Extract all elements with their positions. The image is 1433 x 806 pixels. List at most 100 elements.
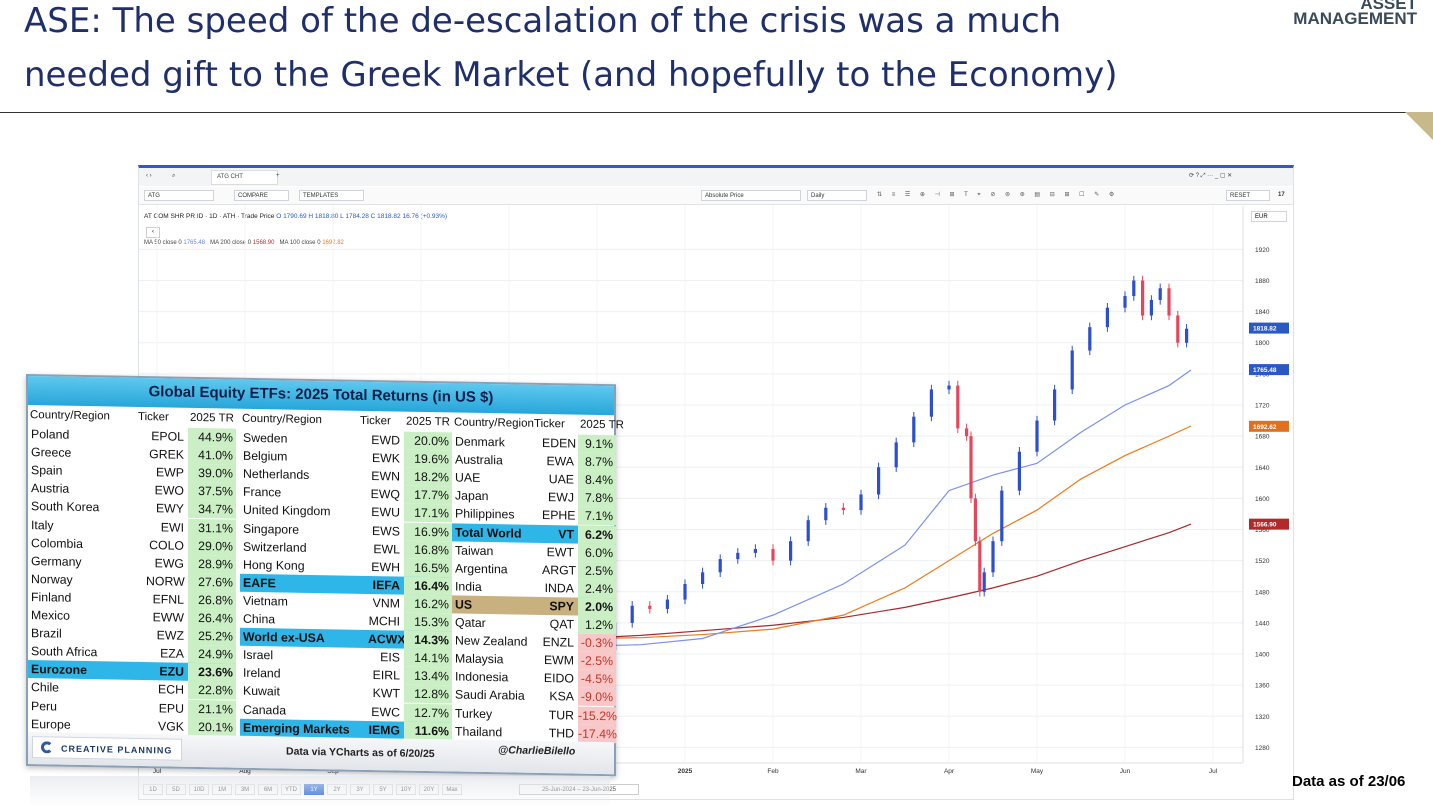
ticker-cell: EWI [160,519,184,535]
region-cell: Australia [455,452,503,468]
y-tick-label: 1920 [1255,247,1270,254]
price-candle [978,541,982,592]
nav-back-icon[interactable]: ‹ › [146,173,152,179]
column-header-ticker: Ticker [138,410,169,424]
region-cell: Germany [31,553,82,569]
ticker-cell: EDEN [542,436,577,451]
ticker-cell: EWS [371,523,400,539]
symbol-input[interactable]: ATG [144,190,214,201]
region-cell: Malaysia [455,651,504,667]
ticker-cell: ACWX [368,632,406,647]
creative-planning-mark-icon [41,741,53,754]
region-cell: Singapore [243,521,300,537]
price-candle [1017,451,1021,491]
quote-values: O 1790.69 H 1818.80 L 1784.28 C 1818.82 … [276,213,448,220]
region-cell: Belgium [243,448,288,464]
quote-symbol: AT COM SHR PR ID · 1D · ATH · Trade Pric… [144,213,275,220]
region-cell: Brazil [31,626,62,641]
return-cell: 44.9% [188,427,236,447]
ticker-cell: VT [558,526,574,542]
price-candle [1088,327,1092,351]
ticker-cell: EWM [543,653,574,668]
tab-chart[interactable]: ATG CHT [211,170,278,185]
x-tick-label: Mar [855,768,867,775]
data-as-of-note: Data as of 23/06 [1292,773,1406,790]
ticker-cell: EWO [154,483,184,499]
ma200-line [579,523,1192,640]
column-header-ticker: Ticker [534,417,565,431]
x-tick-label: 2025 [678,768,693,775]
return-cell: 7.1% [578,507,616,526]
last-value-label: 1692.62 [1253,424,1277,431]
return-cell: 16.9% [404,522,452,541]
y-tick-label: 1600 [1255,496,1270,503]
region-cell: Italy [31,517,54,532]
search-icon[interactable]: ⌕ [172,173,176,179]
return-cell: -2.5% [578,651,616,671]
ticker-cell: EIDO [543,671,574,686]
drawing-tools-icons[interactable]: ⇅ ≡ ☰ ⊕ ⊣ ⊞ T ⌖ ⊘ ⊚ ⊛ ▤ ⊟ ⊞ ☐ ✎ ⚙ [877,192,1119,198]
templates-button[interactable]: TEMPLATES [299,190,364,201]
region-cell: Total World [455,524,522,541]
window-controls-icon[interactable]: ⟳ ? ⤢ ··· _ ▢ ✕ [1189,173,1233,179]
x-tick-label: Feb [767,768,779,775]
last-value-label: 1566.90 [1253,522,1277,529]
return-cell: 18.2% [404,467,452,487]
return-cell: 16.4% [404,576,452,596]
ma50-line [579,369,1192,647]
last-value-tag [1249,364,1289,376]
compare-button[interactable]: COMPARE [234,190,289,201]
ticker-cell: NORW [146,573,185,589]
region-cell: US [455,597,473,612]
region-cell: Ireland [243,666,281,681]
ma100-line [579,425,1192,640]
reset-button[interactable]: RESET [1226,190,1270,201]
return-cell: -0.3% [578,633,616,653]
collapse-legend-button[interactable]: ‹ [146,227,160,238]
return-cell: 20.0% [404,431,452,451]
slide-title-line-2: needed gift to the Greek Market (and hop… [24,55,1118,95]
price-candle [806,520,810,542]
price-candle [1176,315,1180,343]
ticker-cell: SPY [549,599,574,614]
ticker-cell: EWT [546,544,574,560]
ticker-cell: EWU [371,505,400,520]
y-tick-label: 1800 [1255,340,1270,347]
price-candle [912,416,916,443]
currency-select[interactable]: EUR [1251,211,1287,222]
price-candle [824,507,828,521]
region-cell: Denmark [455,434,505,450]
region-cell: India [455,579,482,594]
corner-decoration [1405,112,1433,140]
new-tab-icon[interactable]: + [276,173,280,179]
return-cell: 11.6% [404,721,452,741]
price-candle [1105,307,1109,328]
column-header-tr: 2025 TR [190,411,234,425]
region-cell: United Kingdom [243,503,331,519]
return-cell: -9.0% [578,688,616,707]
table-reflection [30,776,610,806]
ticker-cell: EPU [158,700,184,716]
return-cell: 22.8% [188,681,236,701]
return-cell: -15.2% [578,706,617,725]
ticker-cell: EWH [371,559,400,575]
interval-select[interactable]: Daily [807,190,867,201]
region-cell: South Korea [31,499,100,515]
price-candle [1158,288,1162,300]
price-type-select[interactable]: Absolute Price [701,190,801,201]
ticker-cell: IEMG [368,722,400,738]
y-tick-label: 1560 [1255,527,1270,534]
ticker-cell: VNM [372,595,400,611]
price-candle [1185,328,1189,343]
region-cell: Chile [31,680,60,695]
y-tick-label: 1520 [1255,558,1270,565]
y-tick-label: 1280 [1255,745,1270,752]
etf-table-title: Global Equity ETFs: 2025 Total Returns (… [148,383,494,407]
return-cell: -4.5% [578,669,616,689]
column-header-region: Country/Region [30,409,110,423]
ticker-cell: KWT [372,686,400,701]
return-cell: 6.2% [578,525,616,544]
region-cell: Kuwait [243,684,280,699]
region-cell: EAFE [243,575,276,591]
creative-planning-label: CREATIVE PLANNING [61,743,173,756]
